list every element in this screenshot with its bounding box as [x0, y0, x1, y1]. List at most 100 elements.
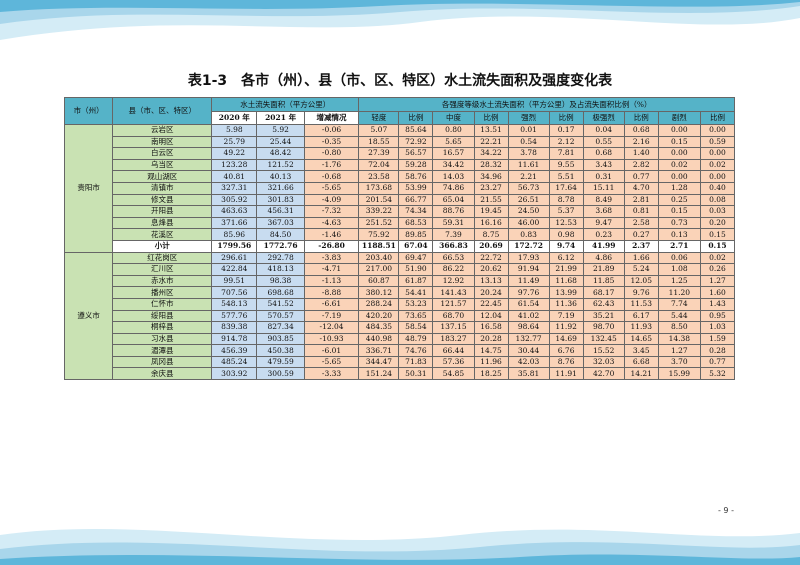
strong-area: 98.64	[507, 321, 550, 334]
very-strong-ratio: 5.24	[623, 263, 659, 276]
moderate-area: 57.36	[432, 355, 475, 369]
area-2021: 301.83	[256, 193, 305, 207]
light-area: 339.22	[358, 205, 400, 218]
strong-ratio: 8.78	[548, 193, 584, 207]
severe-ratio: 0.03	[699, 205, 736, 218]
severe-area: 5.44	[657, 309, 701, 323]
light-ratio: 54.41	[398, 286, 434, 299]
area-2021: 321.66	[256, 181, 305, 195]
severe-area: 0.00	[657, 124, 701, 137]
strong-ratio: 0.98	[548, 228, 584, 241]
table-row: 白云区 49.22 48.42 -0.80 27.39 56.57 16.57 34.22 3.…	[65, 147, 736, 160]
area-2020: 40.81	[211, 170, 258, 183]
table-row: 贵阳市 云岩区 5.98 5.92 -0.06 5.07 85.64 0.80 13.51 0.0…	[63, 124, 736, 253]
strong-area: 3.78	[507, 147, 550, 160]
moderate-ratio: 23.27	[473, 181, 509, 195]
header-severe: 剧烈	[657, 111, 701, 125]
area-2020: 914.78	[211, 332, 258, 346]
area-change: -4.71	[303, 263, 360, 276]
area-2020: 839.38	[211, 321, 258, 334]
moderate-area: 74.86	[432, 181, 475, 195]
moderate-ratio: 22.45	[473, 297, 509, 311]
area-2021: 541.52	[256, 297, 305, 311]
moderate-ratio: 16.16	[473, 216, 509, 230]
strong-ratio: 7.19	[548, 309, 584, 323]
strong-ratio: 11.36	[548, 297, 584, 311]
light-area: 151.24	[358, 367, 400, 381]
severe-area: 14.38	[657, 332, 701, 346]
table-row: 修文县 305.92 301.83 -4.09 201.54 66.77 65.04 21.5…	[65, 193, 736, 207]
moderate-area: 183.27	[432, 332, 475, 346]
strong-area: 24.50	[507, 205, 550, 218]
moderate-area: 0.80	[432, 124, 475, 137]
county-name: 乌当区	[112, 158, 213, 172]
light-area: 23.58	[358, 170, 400, 183]
very-strong-ratio: 2.82	[623, 158, 659, 172]
subtotal-label: 小计	[112, 239, 213, 253]
light-ratio: 72.92	[398, 135, 434, 149]
severe-ratio: 1.43	[699, 297, 736, 311]
county-name: 息烽县	[112, 216, 213, 230]
very-strong-area: 8.49	[582, 193, 625, 207]
county-name: 余庆县	[112, 367, 213, 381]
area-2020: 485.24	[211, 355, 258, 369]
very-strong-ratio: 12.05	[623, 274, 659, 288]
area-change: -0.80	[303, 147, 360, 160]
very-strong-ratio: 0.68	[623, 124, 659, 137]
strong-area: 11.49	[507, 274, 550, 288]
city-name: 遵义市	[63, 251, 114, 381]
area-2020: 123.28	[211, 158, 258, 172]
area-2021: 367.03	[256, 216, 305, 230]
area-2021: 450.38	[256, 344, 305, 357]
light-area: 201.54	[358, 193, 400, 207]
county-name: 桐梓县	[112, 321, 213, 334]
moderate-ratio: 13.13	[473, 274, 509, 288]
light-ratio: 74.76	[398, 344, 434, 357]
very-strong-area: 11.85	[582, 274, 625, 288]
strong-area: 0.01	[507, 124, 550, 137]
strong-ratio: 5.51	[548, 170, 584, 183]
severe-ratio: 1.59	[699, 332, 736, 346]
page-number: - 9 -	[718, 506, 734, 515]
moderate-ratio: 20.24	[473, 286, 509, 299]
area-change: -6.01	[303, 344, 360, 357]
moderate-ratio: 34.22	[473, 147, 509, 160]
table-row: 仁怀市 548.13 541.52 -6.61 288.24 53.23 121.57 22.…	[65, 297, 736, 311]
area-change: -6.61	[303, 297, 360, 311]
light-area: 440.98	[358, 332, 400, 346]
moderate-ratio: 8.75	[473, 228, 509, 241]
area-change: -12.04	[303, 321, 360, 334]
moderate-area: 66.44	[432, 344, 475, 357]
strong-ratio: 9.55	[548, 158, 584, 172]
area-change: -3.33	[303, 367, 360, 381]
moderate-area: 5.65	[432, 135, 475, 149]
area-2020: 577.76	[211, 309, 258, 323]
table-row: 开阳县 463.63 456.31 -7.32 339.22 74.34 88.76 19.4…	[65, 205, 736, 218]
area-2020: 296.61	[211, 251, 258, 265]
strong-ratio: 21.99	[548, 263, 584, 276]
moderate-ratio: 19.45	[473, 205, 509, 218]
very-strong-ratio: 14.21	[623, 367, 659, 381]
header-ratio: 比例	[623, 111, 659, 125]
area-2021: 40.13	[256, 170, 305, 183]
light-ratio: 61.87	[398, 274, 434, 288]
county-name: 云岩区	[112, 124, 213, 137]
very-strong-area: 3.43	[582, 158, 625, 172]
light-area: 1188.51	[358, 239, 400, 253]
table-row: 绥阳县 577.76 570.57 -7.19 420.20 73.65 68.70 12.0…	[65, 309, 736, 323]
moderate-area: 86.22	[432, 263, 475, 276]
light-ratio: 53.99	[398, 181, 434, 195]
moderate-ratio: 28.32	[473, 158, 509, 172]
table-row: 播州区 707.56 698.68 -8.88 380.12 54.41 141.43 20.…	[65, 286, 736, 299]
county-name: 开阳县	[112, 205, 213, 218]
light-area: 5.07	[358, 124, 400, 137]
strong-ratio: 14.69	[548, 332, 584, 346]
strong-ratio: 11.68	[548, 274, 584, 288]
moderate-ratio: 14.75	[473, 344, 509, 357]
county-name: 红花岗区	[112, 251, 213, 265]
light-ratio: 58.76	[398, 170, 434, 183]
table-row: 乌当区 123.28 121.52 -1.76 72.04 59.28 34.42 28.32…	[65, 158, 736, 172]
header-intensity-group: 各强度等级水土流失面积（平方公里）及占流失面积比例（%）	[358, 97, 735, 112]
severe-area: 0.15	[657, 135, 701, 149]
light-ratio: 48.79	[398, 332, 434, 346]
